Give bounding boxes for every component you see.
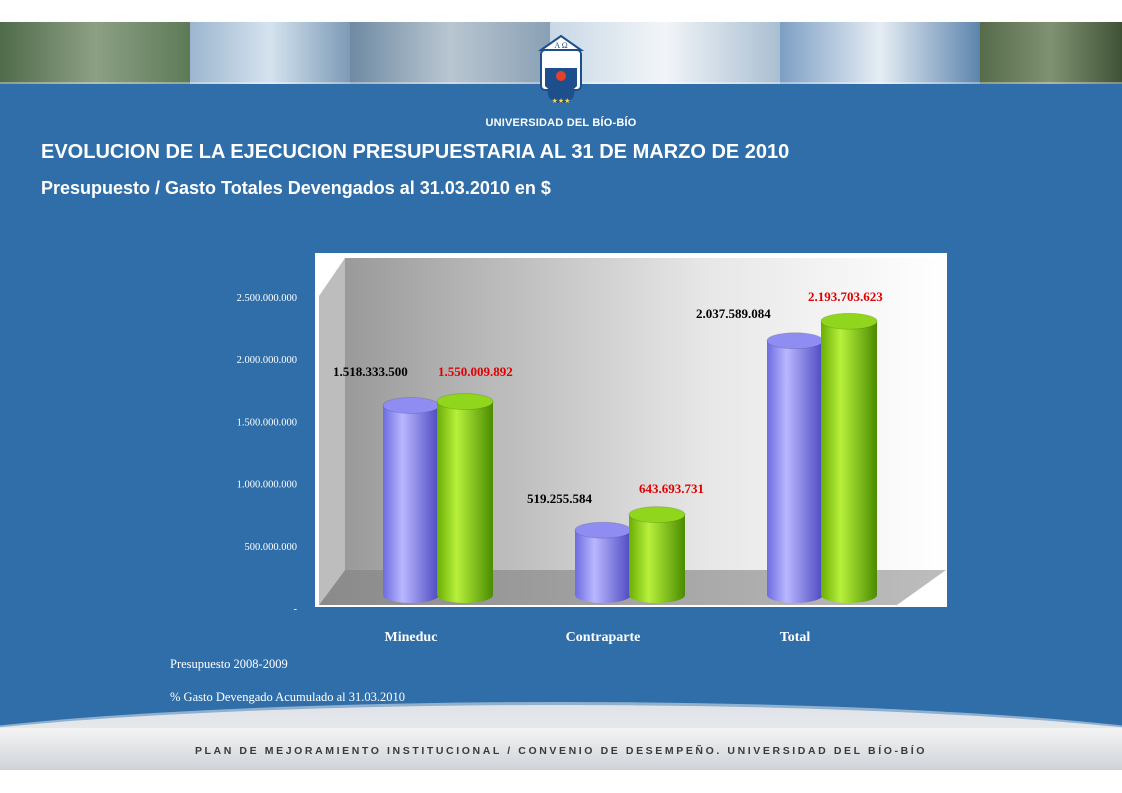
data-label: 1.550.009.892 [438,364,513,379]
bar-top-mineduc-series-0 [382,397,440,414]
slide-subtitle: Presupuesto / Gasto Totales Devengados a… [41,178,551,198]
logo-text: A Ω [554,41,567,50]
legend-item-presupuesto: Presupuesto 2008-2009 [170,657,288,671]
side-wall [319,258,345,605]
bar-top-contraparte-series-0 [574,521,632,539]
bar-total-series-1 [821,321,877,603]
footer-text: PLAN DE MEJORAMIENTO INSTITUCIONAL / CON… [194,745,928,757]
bar-mineduc-series-0 [383,405,439,603]
bar-contraparte-series-1 [629,514,685,603]
y-tick-label: 2.000.000.000 [237,355,297,366]
data-label: 519.255.584 [527,491,593,506]
y-tick-label: 1.000.000.000 [237,480,297,491]
category-label-total: Total [780,630,811,645]
data-label: 2.037.589.084 [696,306,771,321]
footer-band [0,728,1122,770]
category-label-mineduc: Mineduc [385,630,438,645]
svg-text:★★★: ★★★ [552,97,571,105]
data-label: 1.518.333.500 [333,364,408,379]
slide-title: EVOLUCION DE LA EJECUCION PRESUPUESTARIA… [41,141,790,163]
data-label: 643.693.731 [639,481,704,496]
bar-top-total-series-0 [766,332,824,350]
y-tick-label: 1.500.000.000 [237,417,297,428]
bar-top-total-series-1 [820,312,878,330]
category-label-contraparte: Contraparte [566,630,641,645]
y-tick-label: 500.000.000 [245,542,298,553]
bar-mineduc-series-1 [437,401,493,603]
bar-top-contraparte-series-1 [628,506,686,524]
legend-item-gasto-devengado: % Gasto Devengado Acumulado al 31.03.201… [170,690,406,704]
y-tick-label: - [294,604,298,615]
university-name: UNIVERSIDAD DEL BÍO-BÍO [485,117,637,129]
bar-top-mineduc-series-1 [436,393,494,410]
university-logo: A Ω ★★★ [537,34,585,105]
bar-total-series-0 [767,340,823,603]
y-tick-label: 2.500.000.000 [237,293,297,304]
bar-contraparte-series-0 [575,530,631,603]
data-label: 2.193.703.623 [808,289,883,304]
